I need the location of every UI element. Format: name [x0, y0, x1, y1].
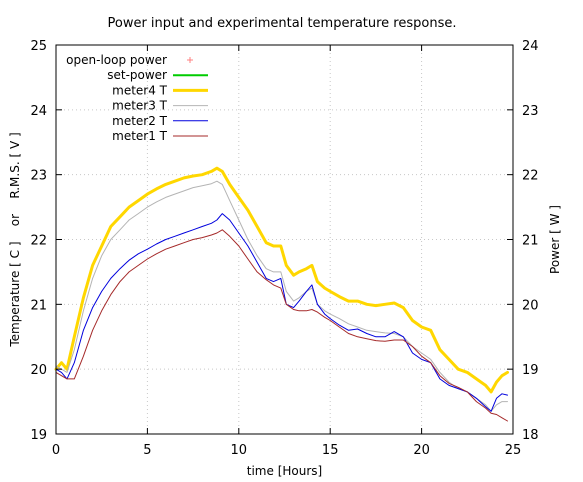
- y2-axis-title: Power [ W ]: [548, 205, 562, 274]
- y-tick-label: 23: [30, 169, 47, 184]
- y-tick-label: 21: [30, 298, 47, 313]
- x-tick-label: 20: [413, 443, 430, 458]
- x-tick-label: 10: [231, 443, 248, 458]
- chart-title: Power input and experimental temperature…: [107, 16, 456, 31]
- series-line-meter4-t: [54, 166, 509, 394]
- x-tick-label: 15: [322, 443, 339, 458]
- legend-label-meter2-t: meter2 T: [112, 114, 168, 128]
- x-tick-label: 5: [143, 443, 151, 458]
- y2-tick-label: 23: [522, 104, 539, 119]
- y2-tick-label: 18: [522, 428, 539, 443]
- y2-tick-label: 19: [522, 363, 539, 378]
- legend-label-meter4-t: meter4 T: [112, 83, 168, 97]
- x-tick-label: 0: [52, 443, 60, 458]
- legend-label-set-power: set-power: [107, 68, 167, 82]
- y-tick-label: 22: [30, 234, 47, 249]
- y-tick-label: 25: [30, 39, 47, 54]
- legend-label-meter1-t: meter1 T: [112, 129, 168, 143]
- y-tick-label: 24: [30, 104, 47, 119]
- series-line-meter1-t: [55, 229, 508, 422]
- series-line-meter3-t: [55, 180, 508, 412]
- x-tick-label: 25: [505, 443, 522, 458]
- legend-label-meter3-t: meter3 T: [112, 99, 168, 113]
- y2-tick-label: 22: [522, 169, 539, 184]
- y-tick-label: 20: [30, 363, 47, 378]
- y2-tick-label: 20: [522, 298, 539, 313]
- y2-tick-label: 21: [522, 234, 539, 249]
- legend-label-open-loop-power: open-loop power: [66, 53, 167, 67]
- y2-tick-label: 24: [522, 39, 539, 54]
- x-axis-title: time [Hours]: [247, 464, 322, 478]
- y-axis-title: Temperature [ C ] or R.M.S. [ V ]: [8, 132, 22, 347]
- y-tick-label: 19: [30, 428, 47, 443]
- series-line-meter2-t: [55, 213, 508, 412]
